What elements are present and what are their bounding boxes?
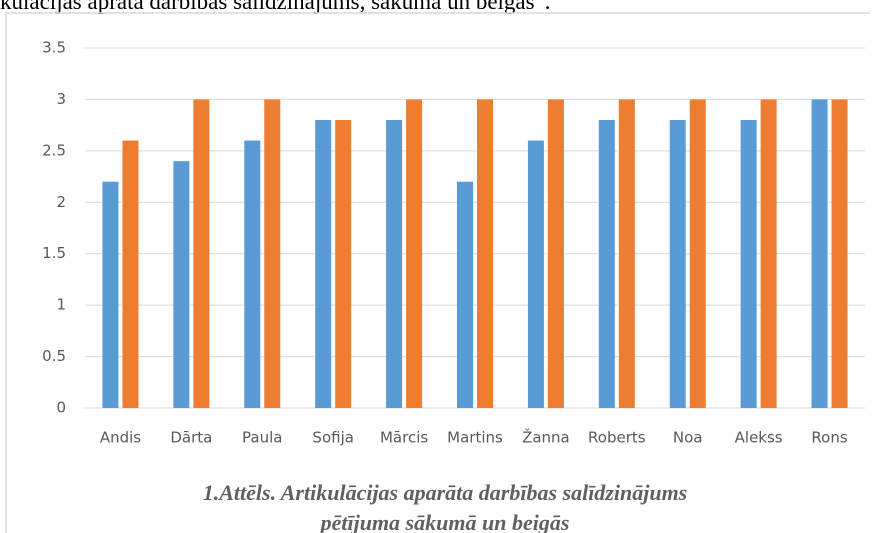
bar (689, 99, 706, 408)
bar (173, 161, 190, 408)
bar (244, 140, 261, 409)
bar (477, 99, 493, 408)
bar (598, 120, 615, 408)
caption-line: 1.Attēls. Artikulācijas aparāta darbības… (203, 480, 688, 505)
y-tick-label: 1.5 (42, 244, 66, 262)
bar (811, 99, 828, 408)
y-tick-label: 0.5 (42, 347, 66, 365)
x-tick-label: Alekss (735, 429, 783, 447)
bar (386, 120, 403, 408)
bar (193, 99, 210, 408)
y-tick-label: 1 (56, 296, 66, 314)
bar (264, 99, 281, 408)
bar (547, 99, 564, 408)
y-tick-label: 2 (56, 193, 66, 211)
y-tick-label: 3 (56, 90, 66, 108)
y-tick-label: 3.5 (42, 39, 66, 57)
bar (122, 140, 139, 409)
bar (315, 120, 332, 408)
y-tick-label: 2.5 (42, 141, 66, 159)
bar (618, 99, 635, 408)
chart-frame (5, 12, 870, 533)
x-tick-label: Paula (242, 429, 282, 447)
bar (335, 120, 352, 408)
x-tick-label: Noa (673, 429, 703, 447)
heading-fragment: kulācijas aprāta darbības salīdzinājums,… (0, 0, 551, 14)
x-tick-label: Andis (100, 429, 141, 447)
x-tick-label: Rons (811, 429, 847, 447)
bar (831, 99, 848, 408)
caption-line: pētījuma sākumā un beigās (319, 510, 570, 533)
bar (669, 120, 686, 408)
x-tick-label: Žanna (522, 428, 570, 447)
y-tick-label: 0 (56, 399, 66, 417)
x-tick-label: Martins (447, 429, 503, 447)
bar (457, 181, 473, 408)
x-tick-label: Sofija (312, 429, 354, 447)
bar (406, 99, 423, 408)
bar (740, 120, 757, 408)
bar (102, 181, 119, 408)
bar (527, 140, 544, 409)
bar (760, 99, 777, 408)
x-tick-label: Dārta (170, 429, 212, 447)
x-tick-label: Mārcis (380, 429, 428, 447)
x-tick-label: Roberts (588, 429, 646, 447)
